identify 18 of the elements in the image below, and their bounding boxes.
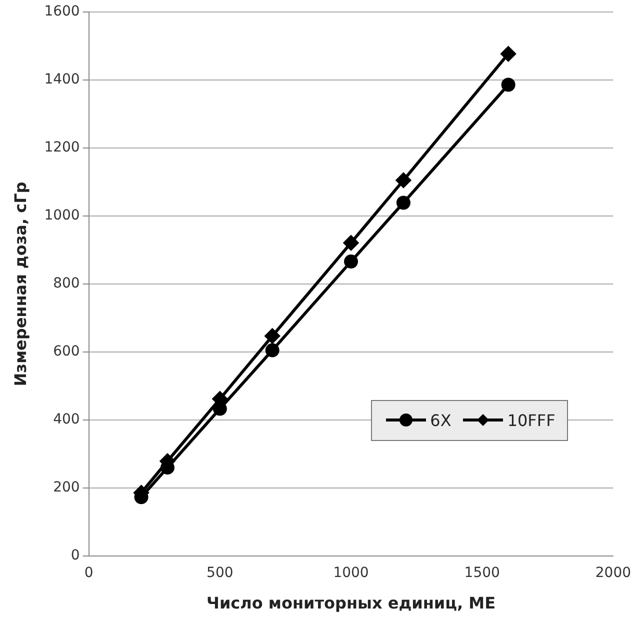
y-tick-label: 400 [53, 412, 80, 428]
legend-label: 6X [430, 410, 452, 430]
y-tick-label: 600 [53, 344, 80, 360]
y-tick-label: 800 [53, 276, 80, 292]
y-tick-label: 1400 [44, 72, 80, 88]
y-tick-label: 0 [70, 548, 80, 564]
x-tick-label: 1500 [464, 565, 500, 582]
y-tick-label: 1600 [44, 4, 80, 20]
x-tick-label: 0 [84, 565, 94, 582]
x-tick-label: 1000 [333, 565, 369, 582]
x-tick-label: 500 [206, 565, 234, 582]
y-tick-label: 1000 [44, 208, 80, 224]
y-tick-label: 200 [53, 480, 80, 496]
legend-label: 10FFF [507, 410, 556, 430]
y-tick-label: 1200 [44, 140, 80, 156]
x-axis-title: Число мониторных единиц, МЕ [206, 594, 496, 613]
x-tick-label: 2000 [595, 565, 632, 582]
y-axis-title: Измеренная доза, сГр [10, 182, 30, 386]
